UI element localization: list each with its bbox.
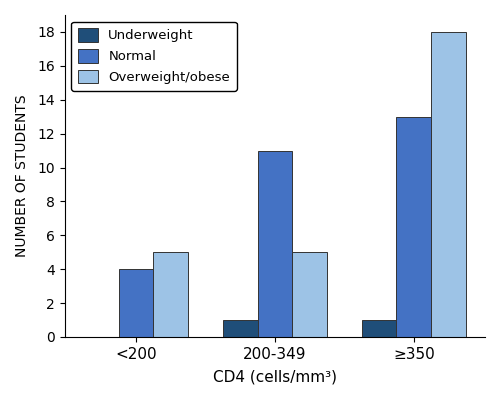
Bar <box>223 320 258 337</box>
Bar <box>292 252 327 337</box>
Bar <box>396 117 431 337</box>
Bar <box>118 269 154 337</box>
Bar <box>258 150 292 337</box>
Legend: Underweight, Normal, Overweight/obese: Underweight, Normal, Overweight/obese <box>72 22 236 91</box>
Bar <box>431 32 466 337</box>
X-axis label: CD4 (cells/mm³): CD4 (cells/mm³) <box>213 370 337 385</box>
Y-axis label: NUMBER OF STUDENTS: NUMBER OF STUDENTS <box>15 95 29 257</box>
Bar <box>154 252 188 337</box>
Bar <box>362 320 396 337</box>
